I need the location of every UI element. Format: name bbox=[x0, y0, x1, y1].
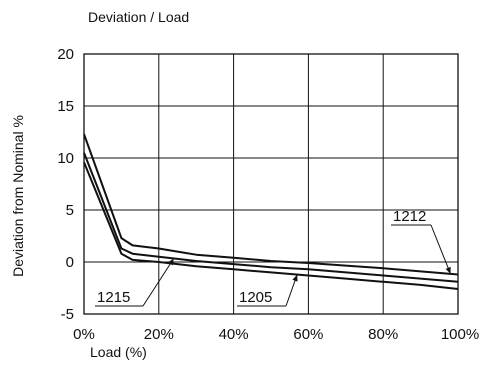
chart-title: Deviation / Load bbox=[88, 9, 189, 25]
y-tick-label: 15 bbox=[57, 98, 74, 115]
x-tick-label: 20% bbox=[144, 326, 174, 343]
annotation-arrowhead bbox=[445, 266, 451, 274]
annotations: 1212 1215 1205 bbox=[95, 208, 451, 307]
annotation-leader bbox=[142, 258, 175, 307]
y-tick-label: 20 bbox=[57, 46, 74, 63]
y-tick-label: 10 bbox=[57, 150, 74, 167]
annotation-label: 1205 bbox=[239, 289, 272, 306]
annotation-label: 1212 bbox=[393, 208, 426, 225]
y-tick-label: -5 bbox=[61, 306, 74, 323]
series-line-1205 bbox=[83, 161, 459, 290]
y-axis-label: Deviation from Nominal % bbox=[10, 115, 26, 277]
x-tick-label: 60% bbox=[293, 326, 323, 343]
series-line-1215 bbox=[83, 152, 459, 283]
plot-frame bbox=[83, 53, 459, 315]
y-tick-label: 0 bbox=[66, 254, 74, 271]
series-lines bbox=[83, 133, 459, 290]
annotation-arrowhead bbox=[167, 258, 174, 266]
x-axis-label: Load (%) bbox=[90, 344, 147, 360]
annotation-1212: 1212 bbox=[391, 208, 451, 275]
annotation-1215: 1215 bbox=[95, 258, 175, 307]
tick-labels: 0% 20% 40% 60% 80% 100% -5 0 5 10 15 20 bbox=[57, 46, 479, 343]
x-tick-label: 80% bbox=[368, 326, 398, 343]
grid bbox=[83, 53, 459, 315]
x-tick-label: 0% bbox=[73, 326, 95, 343]
annotation-leader bbox=[430, 224, 451, 275]
x-tick-label: 40% bbox=[219, 326, 249, 343]
annotation-arrowhead bbox=[292, 274, 298, 282]
series-line-1212 bbox=[83, 133, 459, 276]
y-tick-label: 5 bbox=[66, 202, 74, 219]
annotation-label: 1215 bbox=[97, 289, 130, 306]
x-tick-label: 100% bbox=[441, 326, 479, 343]
annotation-1205: 1205 bbox=[237, 274, 298, 307]
